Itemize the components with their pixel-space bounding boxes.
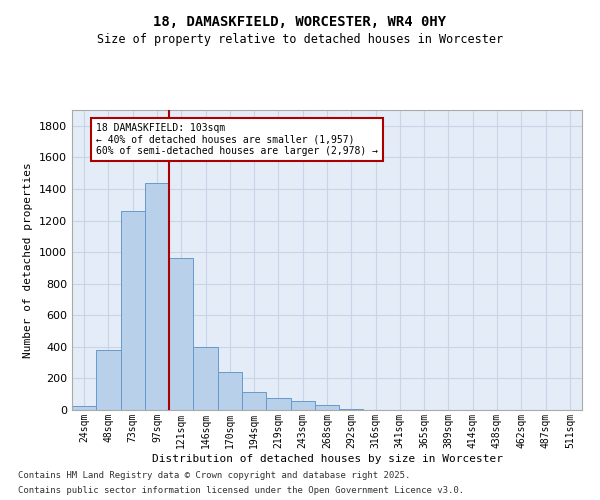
Text: Contains HM Land Registry data © Crown copyright and database right 2025.: Contains HM Land Registry data © Crown c…: [18, 471, 410, 480]
Text: 18, DAMASKFIELD, WORCESTER, WR4 0HY: 18, DAMASKFIELD, WORCESTER, WR4 0HY: [154, 15, 446, 29]
Text: Contains public sector information licensed under the Open Government Licence v3: Contains public sector information licen…: [18, 486, 464, 495]
Bar: [193, 347, 218, 410]
Bar: [145, 182, 169, 410]
Text: Size of property relative to detached houses in Worcester: Size of property relative to detached ho…: [97, 32, 503, 46]
Bar: [242, 392, 266, 410]
Bar: [290, 402, 315, 410]
Bar: [218, 372, 242, 410]
Bar: [315, 406, 339, 410]
Bar: [339, 408, 364, 410]
Bar: [96, 350, 121, 410]
Y-axis label: Number of detached properties: Number of detached properties: [23, 162, 34, 358]
Text: 18 DAMASKFIELD: 103sqm
← 40% of detached houses are smaller (1,957)
60% of semi-: 18 DAMASKFIELD: 103sqm ← 40% of detached…: [96, 122, 378, 156]
Bar: [266, 398, 290, 410]
X-axis label: Distribution of detached houses by size in Worcester: Distribution of detached houses by size …: [151, 454, 503, 464]
Bar: [169, 258, 193, 410]
Bar: [121, 211, 145, 410]
Bar: [72, 406, 96, 410]
